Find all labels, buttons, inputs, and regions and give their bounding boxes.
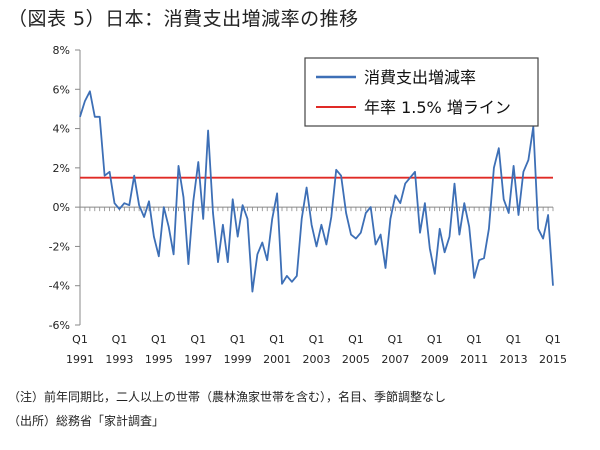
x-tick-label-quarter: Q1 — [506, 333, 522, 346]
x-tick-label-quarter: Q1 — [230, 333, 246, 346]
x-tick-label-quarter: Q1 — [112, 333, 128, 346]
x-tick-label-quarter: Q1 — [387, 333, 403, 346]
y-tick-label: 2% — [53, 162, 70, 175]
x-tick-label-quarter: Q1 — [348, 333, 364, 346]
legend: 消費支出増減率 年率 1.5% 増ライン — [304, 57, 539, 127]
x-tick-label-year: 2013 — [500, 353, 528, 366]
x-tick-label-year: 1993 — [105, 353, 133, 366]
series-layer — [79, 90, 554, 293]
x-tick-label-year: 2015 — [539, 353, 567, 366]
x-tick-label-quarter: Q1 — [72, 333, 88, 346]
x-tick-label-year: 1991 — [66, 353, 94, 366]
y-tick-label: 0% — [53, 201, 70, 214]
y-tick-label: 4% — [53, 123, 70, 136]
legend-label-trend-line: 年率 1.5% 増ライン — [364, 98, 511, 117]
y-tick-label: -2% — [49, 240, 70, 253]
x-tick-label-quarter: Q1 — [151, 333, 167, 346]
x-tick-label-year: 2001 — [263, 353, 291, 366]
chart-title: （図表 5）日本：消費支出増減率の推移 — [8, 8, 359, 30]
y-tick-label: 6% — [53, 83, 70, 96]
x-tick-label-year: 2009 — [421, 353, 449, 366]
footnote: （注）前年同期比，二人以上の世帯（農林漁家世帯を含む），名目、季節調整なし — [8, 390, 447, 404]
x-tick-label-quarter: Q1 — [427, 333, 443, 346]
x-tick-label-year: 2011 — [460, 353, 488, 366]
x-tick-label-year: 1995 — [145, 353, 173, 366]
series-consumption-line — [79, 90, 554, 293]
axes-layer: 8%6%4%2%0%-2%-4%-6%Q11991Q11993Q11995Q11… — [49, 44, 567, 366]
x-tick-label-year: 1999 — [224, 353, 252, 366]
x-tick-label-quarter: Q1 — [309, 333, 325, 346]
y-tick-label: -6% — [49, 319, 70, 332]
x-tick-label-year: 1997 — [184, 353, 212, 366]
y-tick-label: -4% — [49, 280, 70, 293]
x-tick-label-quarter: Q1 — [269, 333, 285, 346]
legend-label-consumption: 消費支出増減率 — [364, 68, 476, 87]
x-tick-label-year: 2003 — [303, 353, 331, 366]
source-note: （出所）総務省「家計調査」 — [8, 414, 165, 428]
x-tick-label-year: 2007 — [381, 353, 409, 366]
x-tick-label-year: 2005 — [342, 353, 370, 366]
x-tick-label-quarter: Q1 — [466, 333, 482, 346]
x-tick-label-quarter: Q1 — [545, 333, 561, 346]
y-tick-label: 8% — [53, 44, 70, 57]
x-tick-label-quarter: Q1 — [190, 333, 206, 346]
legend-box — [304, 57, 539, 127]
